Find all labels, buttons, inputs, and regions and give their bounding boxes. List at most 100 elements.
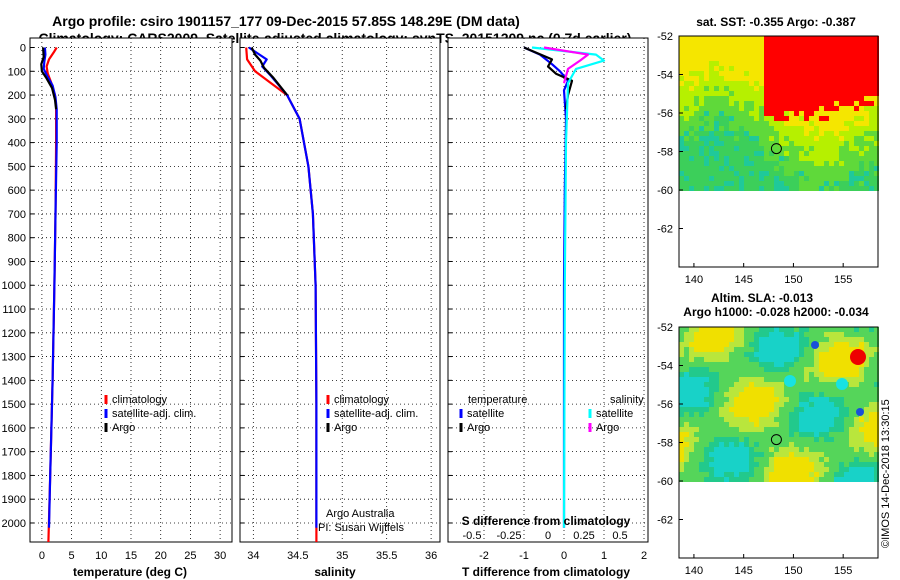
map-cell (799, 352, 804, 357)
map-cell (834, 422, 839, 427)
map-cell (769, 101, 774, 106)
map-cell (694, 141, 699, 146)
map-cell (699, 146, 704, 151)
map-cell (814, 467, 819, 472)
map-cell (804, 397, 809, 402)
map-cell (734, 151, 739, 156)
map-cell (829, 472, 834, 477)
map-cell (794, 186, 799, 191)
map-cell (714, 181, 719, 186)
map-cell (789, 81, 794, 86)
plot-frame (447, 37, 649, 543)
map-cell (784, 357, 789, 362)
map-cell (799, 86, 804, 91)
map-cell (724, 442, 729, 447)
map-cell (779, 131, 784, 136)
map-cell (829, 347, 834, 352)
map-cell (689, 467, 694, 472)
map-cell (744, 116, 749, 121)
map-cell (684, 56, 689, 61)
map-cell (804, 166, 809, 171)
map-cell (854, 442, 859, 447)
map-cell (714, 407, 719, 412)
map-cell (744, 477, 749, 482)
map-cell (684, 186, 689, 191)
map-cell (819, 457, 824, 462)
map-cell (719, 457, 724, 462)
map-cell (779, 347, 784, 352)
map-cell (704, 141, 709, 146)
map-cell (719, 377, 724, 382)
map-cell (864, 337, 869, 342)
map-cell (769, 121, 774, 126)
map-cell (864, 407, 869, 412)
map-cell (774, 166, 779, 171)
map-cell (709, 176, 714, 181)
map-cell (684, 36, 689, 41)
map-cell (794, 41, 799, 46)
map-cell (794, 427, 799, 432)
map-cell (679, 372, 684, 377)
map-cell (789, 91, 794, 96)
map-cell (824, 156, 829, 161)
map-cell (719, 397, 724, 402)
map-cell (689, 377, 694, 382)
map-cell (809, 372, 814, 377)
map-cell (684, 101, 689, 106)
map-cell (679, 51, 684, 56)
map-cell (724, 372, 729, 377)
map-cell (679, 171, 684, 176)
map-cell (699, 412, 704, 417)
map-cell (694, 352, 699, 357)
map-cell (689, 472, 694, 477)
map-cell (799, 362, 804, 367)
map-cell (764, 76, 769, 81)
map-cell (694, 422, 699, 427)
map-cell (684, 382, 689, 387)
map-cell (854, 36, 859, 41)
map-cell (864, 111, 869, 116)
map-cell (804, 136, 809, 141)
map-cell (729, 437, 734, 442)
map-cell (794, 116, 799, 121)
map-cell (829, 432, 834, 437)
map-cell (794, 367, 799, 372)
sla-map-title-2: Argo h1000: -0.028 h2000: -0.034 (683, 305, 869, 319)
map-cell (824, 41, 829, 46)
map-cell (859, 41, 864, 46)
map-cell (724, 81, 729, 86)
map-cell (824, 472, 829, 477)
map-cell (739, 432, 744, 437)
map-cell (684, 437, 689, 442)
map-cell (869, 111, 874, 116)
map-cell (754, 41, 759, 46)
map-cell (769, 161, 774, 166)
map-cell (814, 101, 819, 106)
map-cell (754, 111, 759, 116)
map-cell (704, 452, 709, 457)
map-cell (704, 186, 709, 191)
map-cell (754, 61, 759, 66)
map-cell (684, 412, 689, 417)
map-cell (854, 91, 859, 96)
map-cell (819, 51, 824, 56)
map-cell (874, 347, 879, 352)
map-cell (829, 462, 834, 467)
map-cell (809, 407, 814, 412)
map-cell (794, 76, 799, 81)
map-cell (694, 442, 699, 447)
map-cell (794, 56, 799, 61)
map-cell (729, 447, 734, 452)
map-cell (754, 76, 759, 81)
map-cell (729, 417, 734, 422)
map-cell (734, 337, 739, 342)
map-cell (689, 432, 694, 437)
map-cell (764, 367, 769, 372)
map-cell (829, 181, 834, 186)
map-cell (689, 46, 694, 51)
map-cell (854, 392, 859, 397)
map-cell (714, 81, 719, 86)
map-cell (849, 447, 854, 452)
map-cell (699, 367, 704, 372)
map-cell (809, 352, 814, 357)
